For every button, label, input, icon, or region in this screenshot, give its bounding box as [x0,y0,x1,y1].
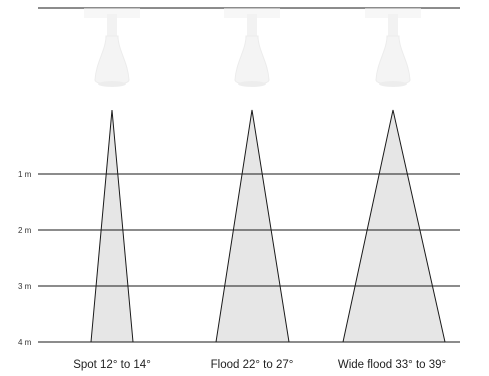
fixture-flood [224,8,280,87]
depth-label-3m: 3 m [18,282,32,291]
beam-label-flood: Flood 22° to 27° [211,359,294,371]
fixture-wide-flood [365,8,421,87]
depth-label-2m: 2 m [18,226,32,235]
fixture-spot [84,8,140,87]
depth-label-4m: 4 m [18,338,32,347]
beam-cone-wide-flood [342,109,446,343]
depth-label-1m: 1 m [18,170,32,179]
beam-label-wide-flood: Wide flood 33° to 39° [338,359,446,371]
beam-label-spot: Spot 12° to 14° [73,359,151,371]
beam-cone-spot [90,109,134,343]
beam-cone-flood [215,109,290,343]
